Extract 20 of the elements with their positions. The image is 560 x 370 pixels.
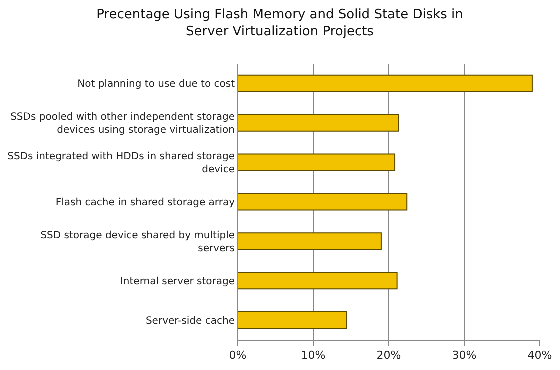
- x-tick-label: 40%: [528, 349, 552, 362]
- bar: [238, 272, 398, 290]
- bar: [238, 232, 382, 250]
- y-tick-label: Server-side cache: [146, 316, 235, 327]
- bar: [238, 193, 408, 211]
- y-tick-label: Not planning to use due to cost: [78, 79, 236, 90]
- x-tick-label: 20%: [376, 349, 402, 362]
- x-tick-label: 30%: [452, 349, 477, 362]
- y-tick-label: Internal server storage: [120, 276, 235, 288]
- bar: [238, 312, 348, 330]
- x-tick-label: 10%: [301, 349, 326, 362]
- bar: [238, 74, 533, 92]
- x-tick-label: 0%: [229, 349, 247, 362]
- y-tick-label: SSD storage device shared by multiple servers: [40, 230, 235, 254]
- chart-title: Precentage Using Flash Memory and Solid State Disks in Server Virtualization Projects: [96, 8, 464, 40]
- y-tick-label: Flash cache in shared storage array: [56, 198, 236, 208]
- bar: [238, 154, 396, 172]
- bar: [238, 114, 400, 132]
- y-tick-label: SSDs integrated with HDDs in shared storage device: [8, 152, 235, 176]
- y-tick-label: SSDs pooled with other independent storage devices using storage virtualization: [10, 112, 235, 136]
